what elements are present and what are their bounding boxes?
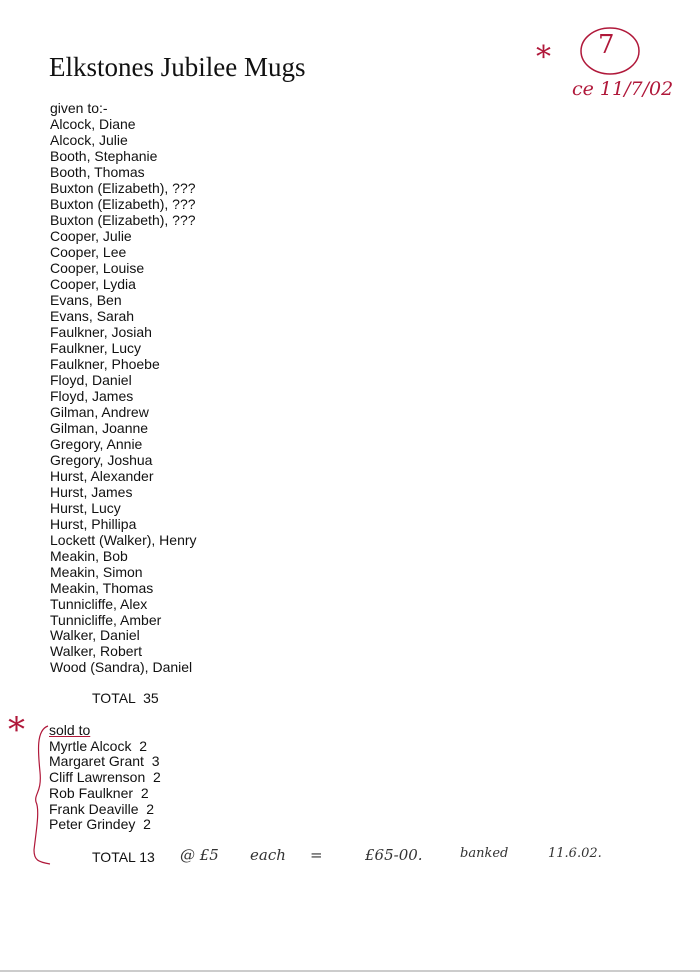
list-item: Hurst, Alexander [50, 467, 154, 484]
list-item: Faulkner, Josiah [50, 323, 152, 340]
list-item: Booth, Thomas [50, 163, 145, 180]
list-item: Walker, Daniel [50, 627, 140, 644]
list-item: Evans, Sarah [50, 307, 135, 324]
equals-note: = [310, 846, 323, 864]
list-item: Floyd, James [50, 387, 134, 404]
list-item: Gregory, Joshua [50, 451, 153, 468]
list-item: Buxton (Elizabeth), ??? [50, 211, 196, 228]
list-item: Buxton (Elizabeth), ??? [50, 179, 196, 196]
given-to-list: given to:- Alcock, Diane Alcock, Julie Boo… [50, 100, 197, 675]
list-item: Evans, Ben [50, 291, 122, 308]
sold-total: TOTAL 13 [92, 849, 155, 865]
list-item: Alcock, Julie [50, 131, 128, 148]
list-item: Meakin, Thomas [50, 579, 154, 596]
list-item: Walker, Robert [50, 643, 143, 660]
list-item: Tunnicliffe, Alex [50, 595, 148, 612]
list-item: Gilman, Joanne [50, 419, 149, 436]
list-item: Gregory, Annie [50, 435, 143, 452]
initials-date: ce 11/7/02 [572, 78, 674, 100]
asterisk-mark: * [536, 40, 551, 75]
price-note: @ £5 [180, 846, 219, 864]
list-item: Floyd, Daniel [50, 371, 132, 388]
list-heading: given to:- [50, 100, 108, 116]
list-item: Meakin, Simon [50, 563, 143, 580]
list-item: Hurst, Phillipa [50, 515, 137, 532]
list-item: Faulkner, Lucy [50, 339, 142, 356]
list-item: Booth, Stephanie [50, 147, 158, 164]
buyer-item: Myrtle Alcock 2 [49, 737, 148, 754]
circle-mark [580, 27, 640, 75]
list-item: Alcock, Diane [50, 115, 136, 132]
brace-mark [33, 725, 51, 865]
list-item: Faulkner, Phoebe [50, 355, 160, 372]
list-item: Gilman, Andrew [50, 403, 149, 420]
scan-edge [0, 970, 700, 972]
list-item: Buxton (Elizabeth), ??? [50, 195, 196, 212]
list-item: Hurst, James [50, 483, 133, 500]
list-item: Cooper, Lee [50, 243, 127, 260]
list-item: Cooper, Julie [50, 227, 132, 244]
amount-note: £65-00. [365, 846, 423, 864]
page-number: 7 [598, 30, 615, 60]
list-heading: sold to [49, 722, 91, 738]
given-total: TOTAL 35 [92, 690, 159, 706]
asterisk-mark: * [8, 710, 25, 750]
list-item: Cooper, Lydia [50, 275, 136, 292]
list-item: Cooper, Louise [50, 259, 145, 276]
list-item: Meakin, Bob [50, 547, 128, 564]
banked-note: banked [460, 846, 509, 861]
buyer-item: Cliff Lawrenson 2 [49, 769, 161, 786]
buyer-item: Rob Faulkner 2 [49, 784, 149, 801]
buyer-item: Frank Deaville 2 [49, 800, 155, 817]
each-note: each [250, 846, 286, 864]
buyer-item: Peter Grindey 2 [49, 816, 151, 833]
list-item: Wood (Sandra), Daniel [50, 659, 193, 676]
banked-date: 11.6.02. [548, 846, 602, 861]
list-item: Lockett (Walker), Henry [50, 531, 197, 548]
list-item: Tunnicliffe, Amber [50, 611, 162, 628]
buyer-item: Margaret Grant 3 [49, 753, 160, 770]
list-item: Hurst, Lucy [50, 499, 121, 516]
document-title: Elkstones Jubilee Mugs [49, 52, 306, 82]
